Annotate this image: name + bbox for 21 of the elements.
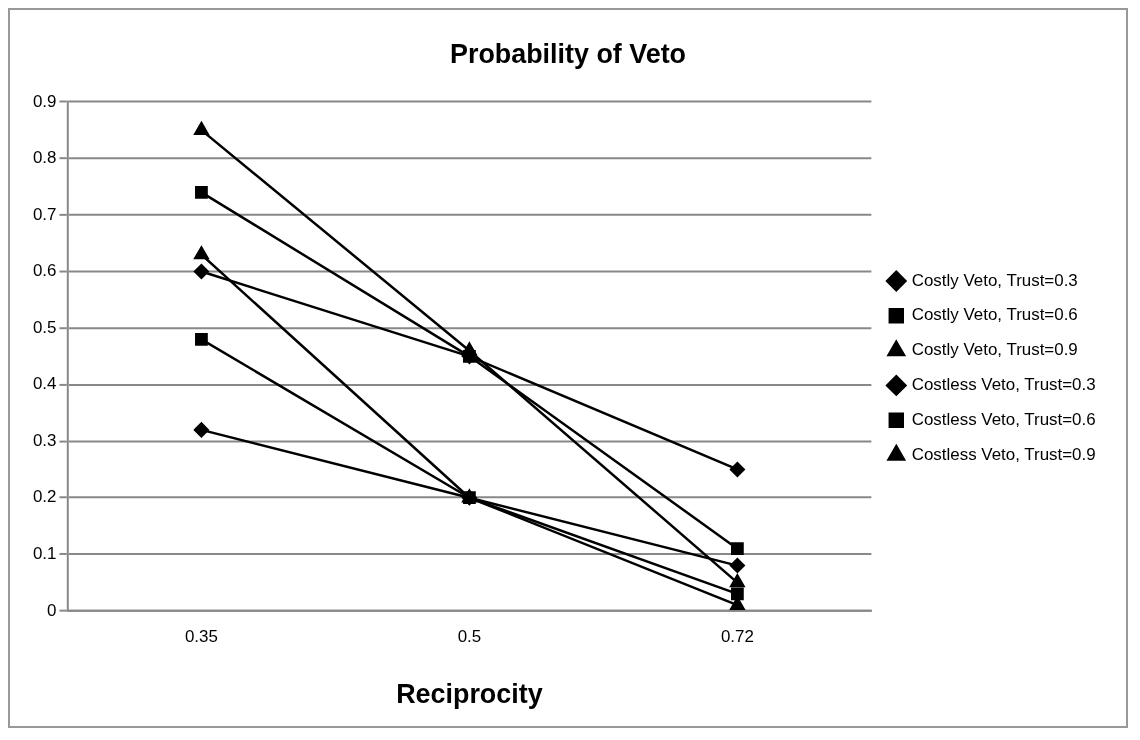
y-tick-label: 0.2 xyxy=(32,487,57,507)
legend-label: Costless Veto, Trust=0.9 xyxy=(911,444,1096,464)
x-tick-label: 0.35 xyxy=(184,626,218,646)
x-tick-label: 0.5 xyxy=(457,626,482,646)
y-tick-label: 0.4 xyxy=(32,374,57,394)
y-tick-label: 0.5 xyxy=(32,317,57,337)
y-tick-label: 0 xyxy=(47,600,57,620)
legend-label: Costless Veto, Trust=0.3 xyxy=(911,375,1096,395)
x-axis-title: Reciprocity xyxy=(396,679,543,710)
legend-label: Costly Veto, Trust=0.9 xyxy=(911,340,1078,360)
x-tick-label: 0.72 xyxy=(720,626,754,646)
y-tick-label: 0.9 xyxy=(32,91,57,111)
y-tick-label: 0.7 xyxy=(32,204,57,224)
legend-label: Costly Veto, Trust=0.3 xyxy=(911,270,1078,290)
legend-label: Costless Veto, Trust=0.6 xyxy=(911,409,1096,429)
y-tick-label: 0.6 xyxy=(32,261,57,281)
y-tick-label: 0.3 xyxy=(32,430,57,450)
y-tick-label: 0.1 xyxy=(32,543,57,563)
y-tick-label: 0.8 xyxy=(32,148,57,168)
chart-title: Probability of Veto xyxy=(449,39,687,70)
legend-label: Costly Veto, Trust=0.6 xyxy=(911,305,1078,325)
